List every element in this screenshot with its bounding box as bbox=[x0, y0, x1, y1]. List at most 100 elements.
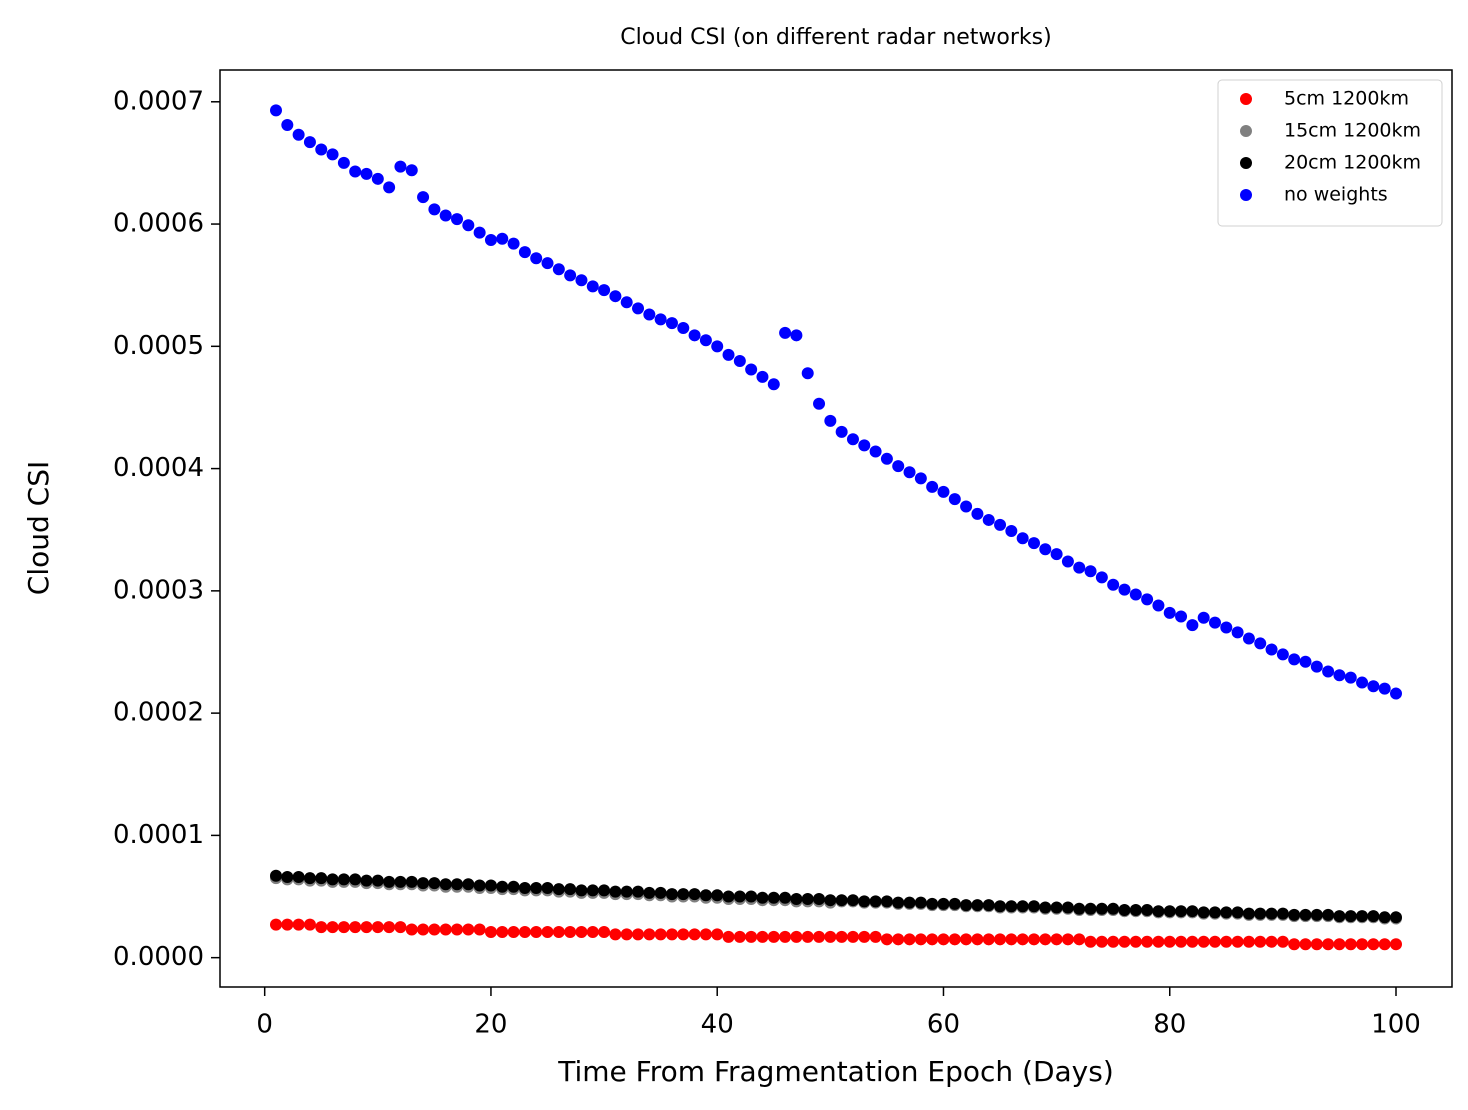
scatter-point bbox=[1095, 902, 1108, 915]
scatter-point bbox=[439, 878, 452, 891]
y-tick-label: 0.0001 bbox=[113, 820, 204, 850]
scatter-point bbox=[1016, 532, 1029, 545]
legend-label: 20cm 1200km bbox=[1284, 152, 1421, 174]
scatter-point bbox=[835, 930, 848, 943]
scatter-point bbox=[677, 928, 690, 941]
scatter-point bbox=[745, 890, 758, 903]
scatter-point bbox=[541, 881, 554, 894]
scatter-point bbox=[484, 233, 497, 246]
scatter-point bbox=[892, 896, 905, 909]
scatter-point bbox=[383, 181, 396, 194]
scatter-point bbox=[541, 925, 554, 938]
scatter-point bbox=[1118, 935, 1131, 948]
scatter-point bbox=[1220, 935, 1233, 948]
scatter-point bbox=[1197, 906, 1210, 919]
scatter-point bbox=[1299, 908, 1312, 921]
scatter-point bbox=[643, 886, 656, 899]
scatter-point bbox=[1265, 643, 1278, 656]
legend-label: 5cm 1200km bbox=[1284, 88, 1409, 110]
scatter-point bbox=[451, 213, 464, 226]
scatter-point bbox=[496, 925, 509, 938]
scatter-point bbox=[439, 923, 452, 936]
scatter-point bbox=[586, 884, 599, 897]
scatter-point bbox=[326, 148, 339, 161]
scatter-point bbox=[643, 308, 656, 321]
scatter-point bbox=[405, 923, 418, 936]
scatter-point bbox=[1276, 907, 1289, 920]
scatter-point bbox=[982, 899, 995, 912]
scatter-point bbox=[1254, 637, 1267, 650]
scatter-point bbox=[733, 354, 746, 367]
scatter-point bbox=[360, 167, 373, 180]
scatter-point bbox=[1175, 610, 1188, 623]
scatter-point bbox=[892, 460, 905, 473]
scatter-point bbox=[1095, 935, 1108, 948]
scatter-point bbox=[937, 897, 950, 910]
scatter-point bbox=[711, 340, 724, 353]
scatter-point bbox=[1344, 910, 1357, 923]
scatter-point bbox=[1310, 660, 1323, 673]
legend-frame bbox=[1217, 79, 1443, 227]
scatter-point bbox=[994, 933, 1007, 946]
scatter-point bbox=[1288, 938, 1301, 951]
scatter-point bbox=[914, 472, 927, 485]
y-tick-label: 0.0007 bbox=[113, 86, 204, 116]
scatter-point bbox=[1163, 935, 1176, 948]
scatter-point bbox=[1152, 905, 1165, 918]
scatter-point bbox=[315, 143, 328, 156]
scatter-point bbox=[632, 928, 645, 941]
scatter-point bbox=[1152, 935, 1165, 948]
scatter-point bbox=[971, 933, 984, 946]
scatter-point bbox=[801, 930, 814, 943]
scatter-point bbox=[1073, 561, 1086, 574]
scatter-point bbox=[1288, 653, 1301, 666]
scatter-point bbox=[903, 466, 916, 479]
scatter-point bbox=[507, 925, 520, 938]
scatter-point bbox=[473, 879, 486, 892]
scatter-point bbox=[1367, 938, 1380, 951]
scatter-point bbox=[1242, 632, 1255, 645]
scatter-point bbox=[360, 921, 373, 934]
scatter-point bbox=[349, 165, 362, 178]
legend-marker bbox=[1240, 125, 1252, 137]
scatter-point bbox=[711, 928, 724, 941]
scatter-point bbox=[1356, 938, 1369, 951]
scatter-point bbox=[745, 363, 758, 376]
scatter-point bbox=[903, 933, 916, 946]
scatter-point bbox=[824, 894, 837, 907]
scatter-point bbox=[699, 334, 712, 347]
scatter-point bbox=[484, 925, 497, 938]
scatter-point bbox=[1265, 907, 1278, 920]
scatter-point bbox=[326, 921, 339, 934]
scatter-point bbox=[688, 888, 701, 901]
scatter-point bbox=[892, 933, 905, 946]
chart-title: Cloud CSI (on different radar networks) bbox=[620, 25, 1051, 50]
scatter-point bbox=[1163, 905, 1176, 918]
scatter-point bbox=[914, 933, 927, 946]
scatter-point bbox=[767, 891, 780, 904]
scatter-point bbox=[880, 895, 893, 908]
scatter-point bbox=[824, 930, 837, 943]
scatter-point bbox=[1197, 611, 1210, 624]
scatter-point bbox=[292, 918, 305, 931]
scatter-point bbox=[960, 933, 973, 946]
scatter-point bbox=[880, 933, 893, 946]
scatter-point bbox=[1344, 938, 1357, 951]
scatter-point bbox=[1231, 626, 1244, 639]
scatter-point bbox=[530, 252, 543, 265]
scatter-point bbox=[349, 921, 362, 934]
scatter-point bbox=[1220, 906, 1233, 919]
scatter-point bbox=[733, 930, 746, 943]
scatter-point bbox=[846, 930, 859, 943]
scatter-point bbox=[1084, 902, 1097, 915]
scatter-point bbox=[926, 933, 939, 946]
scatter-point bbox=[767, 378, 780, 391]
scatter-point bbox=[654, 886, 667, 899]
scatter-point bbox=[326, 873, 339, 886]
scatter-point bbox=[337, 156, 350, 169]
scatter-point bbox=[303, 872, 316, 885]
scatter-point bbox=[1005, 900, 1018, 913]
scatter-point bbox=[518, 925, 531, 938]
